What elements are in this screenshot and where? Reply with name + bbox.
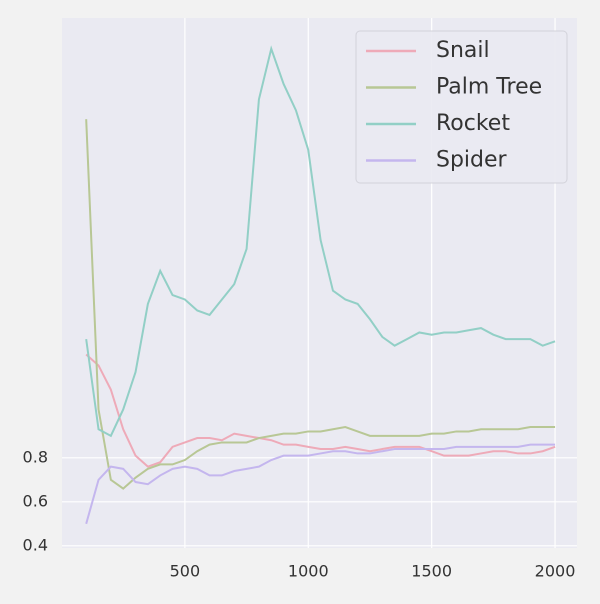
series-line	[85, 45, 556, 438]
series-line	[85, 443, 556, 525]
legend-label: Palm Tree	[436, 75, 542, 100]
series-line	[85, 353, 556, 468]
legend-label: Spider	[436, 148, 508, 173]
x-tick-label: 500	[170, 562, 201, 581]
legend-label: Snail	[436, 38, 490, 63]
legend-label: Rocket	[436, 111, 510, 136]
x-tick-label: 2000	[535, 562, 576, 581]
y-tick-label: 0.4	[23, 535, 48, 554]
legend-box	[355, 30, 568, 184]
x-tick-label: 1500	[411, 562, 452, 581]
legend: Snail Palm Tree Rocket Spider	[355, 30, 568, 184]
series-line	[85, 119, 556, 490]
y-tick-label: 0.8	[23, 447, 48, 466]
y-tick-label: 0.6	[23, 491, 48, 510]
x-tick-label: 1000	[288, 562, 329, 581]
